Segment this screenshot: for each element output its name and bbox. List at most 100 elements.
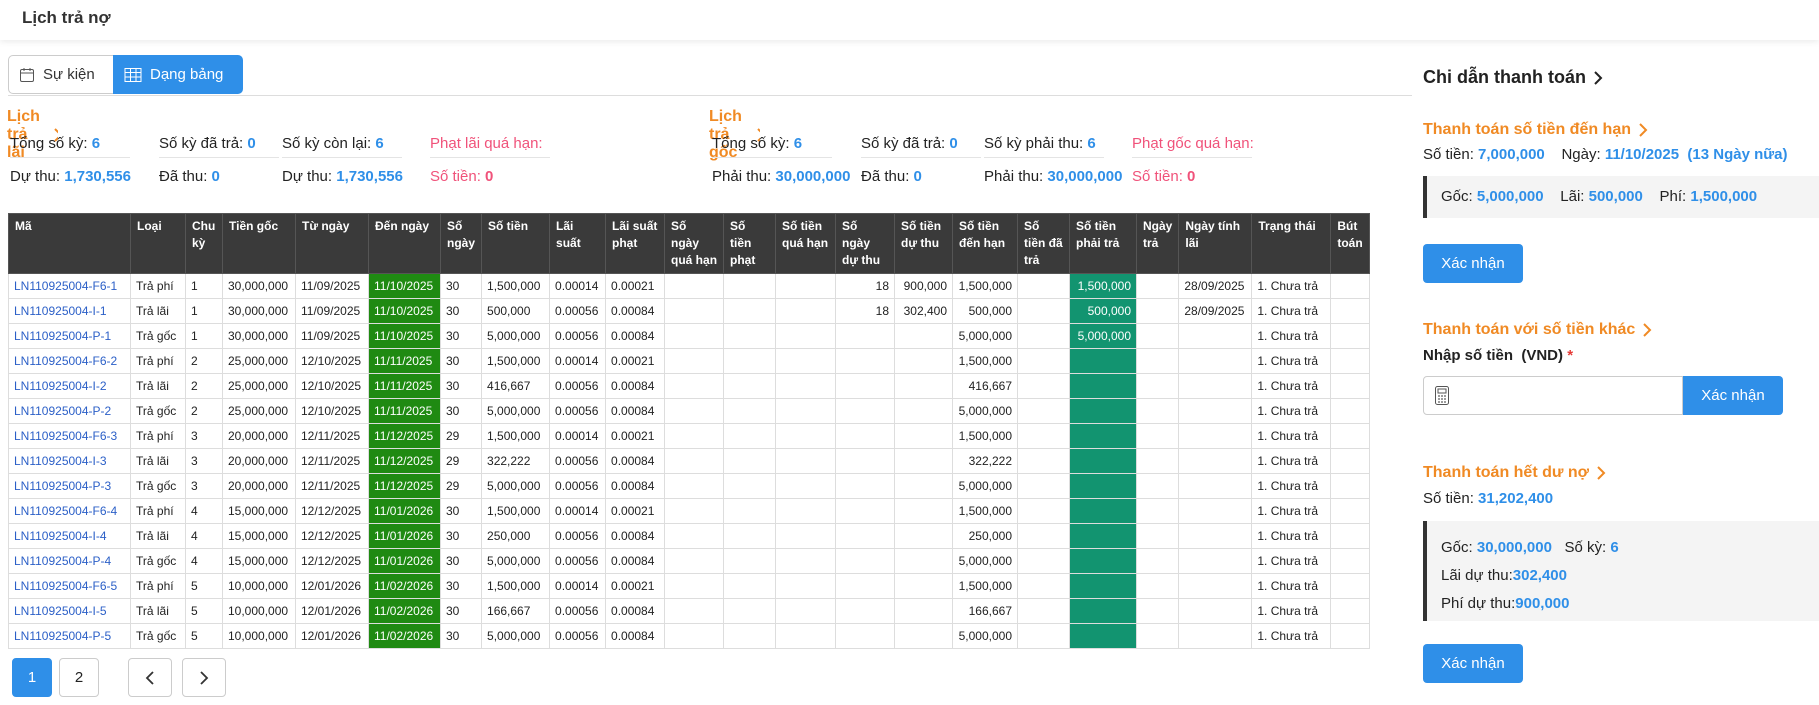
chevron [756,128,760,142]
loan-code-link[interactable]: LN110925004-I-1 [8,298,131,324]
loan-code-link[interactable]: LN110925004-P-5 [8,623,131,649]
button-label: Xác nhận [1701,387,1765,404]
amount-input[interactable] [1423,376,1683,415]
cell [1069,373,1138,399]
cell [664,398,725,424]
cell [835,448,896,474]
stat-label: Đã thu: [861,168,910,185]
loan-code-link[interactable]: LN110925004-F6-1 [8,273,131,299]
cell: 30 [439,348,483,374]
column-header: Số ngày quá hạn [664,213,725,274]
confirm-button[interactable]: Xác nhận [1423,244,1523,283]
cell: Trả phí [130,423,186,449]
section-title[interactable]: Lịch trả lãi [7,108,58,162]
cell [894,448,954,474]
cell [775,548,837,574]
cell: 12/12/2025 [295,498,369,524]
chevron [1639,123,1648,137]
loan-code-link[interactable]: LN110925004-P-4 [8,548,131,574]
tab-events[interactable]: Sự kiện [8,55,114,94]
payoff-title[interactable]: Thanh toán hết dư nợ [1423,464,1607,482]
due-title[interactable]: Thanh toán số tiền đến hạn [1423,121,1649,139]
confirm-button[interactable]: Xác nhận [1683,376,1783,415]
loan-code-link[interactable]: LN110925004-I-2 [8,373,131,399]
value: 1,500,000 [1690,188,1758,205]
label: Số kỳ: [1564,539,1607,556]
loan-code-link[interactable]: LN110925004-F6-4 [8,498,131,524]
cell [664,323,725,349]
page-button[interactable]: 2 [59,658,99,697]
cell: 10,000,000 [222,598,296,624]
column-header: Lãi suất [549,213,607,274]
cell: 11/12/2025 [368,473,441,499]
table-row: LN110925004-P-1 Trả gốc 1 30,000,000 11/09/2… [8,323,1370,349]
stat-label: Số kỳ đã trả: [861,135,946,152]
loan-code-link[interactable]: LN110925004-F6-5 [8,573,131,599]
confirm-button[interactable]: Xác nhận [1423,644,1523,683]
cell: 12/01/2026 [295,623,369,649]
cell [1178,523,1253,549]
calculator-icon [1435,386,1449,405]
stat-value: 0 [211,168,220,185]
cell: 1. Chưa trả [1251,623,1332,649]
cell [1017,273,1071,299]
cell: 1,500,000 [481,498,551,524]
loan-code-link[interactable]: LN110925004-F6-2 [8,348,131,374]
cell: 12/11/2025 [295,473,369,499]
guide-title[interactable]: Chi dẫn thanh toán [1423,67,1604,88]
cell: 15,000,000 [222,523,296,549]
page-button[interactable]: 1 [12,658,52,697]
cell: 1,500,000 [952,273,1019,299]
line: Lãi dự thu:302,400 [1441,562,1819,590]
stat-value: 6 [1087,135,1096,152]
loan-code-link[interactable]: LN110925004-I-3 [8,448,131,474]
cell: 5,000,000 [481,623,551,649]
stat: Số kỳ phải thu: 6 [984,135,1104,158]
cell [1069,523,1138,549]
next-button[interactable] [182,658,226,697]
cell [1017,323,1071,349]
cell [1178,448,1253,474]
cell: 500,000 [1069,298,1138,324]
cell: 4 [185,498,223,524]
loan-code-link[interactable]: LN110925004-P-1 [8,323,131,349]
due-breakdown: Gốc: 5,000,000 Lãi: 500,000 Phí: 1,500,0… [1423,176,1819,218]
stat-label: Phạt gốc quá hạn: [1132,135,1254,152]
stat-label: Dự thu: [282,168,333,185]
cell [1017,598,1071,624]
cell: 0.00056 [549,373,607,399]
loan-code-link[interactable]: LN110925004-P-3 [8,473,131,499]
cell: 12/10/2025 [295,348,369,374]
cell: 30 [439,598,483,624]
cell [835,498,896,524]
prev-button[interactable] [128,658,172,697]
cell: 1,500,000 [952,348,1019,374]
loan-code-link[interactable]: LN110925004-F6-3 [8,423,131,449]
cell: 0.00084 [605,598,666,624]
loan-code-link[interactable]: LN110925004-I-4 [8,523,131,549]
cell [1330,548,1370,574]
cell [1136,498,1180,524]
loan-code-link[interactable]: LN110925004-I-5 [8,598,131,624]
cell: 166,667 [952,598,1019,624]
cell: 11/01/2026 [368,498,441,524]
cell [894,348,954,374]
cell: 1,500,000 [481,348,551,374]
cell: 1. Chưa trả [1251,523,1332,549]
cell: 12/11/2025 [295,423,369,449]
cell [664,473,725,499]
other-title[interactable]: Thanh toán với số tiền khác [1423,321,1653,339]
tab-table[interactable]: Dạng bảng [113,55,243,94]
loan-code-link[interactable]: LN110925004-P-2 [8,398,131,424]
stat-label: Phải thu: [984,168,1044,185]
cell [1136,273,1180,299]
cell [1330,573,1370,599]
table-row: LN110925004-F6-3 Trả phí 3 20,000,000 12/11/… [8,423,1370,449]
separator [8,95,1412,96]
cell [775,598,837,624]
cell: 30 [439,523,483,549]
cell: 900,000 [894,273,954,299]
cell [894,473,954,499]
section-title[interactable]: Lịch trả gốc [709,108,760,162]
column-header: Số tiền [481,213,551,274]
